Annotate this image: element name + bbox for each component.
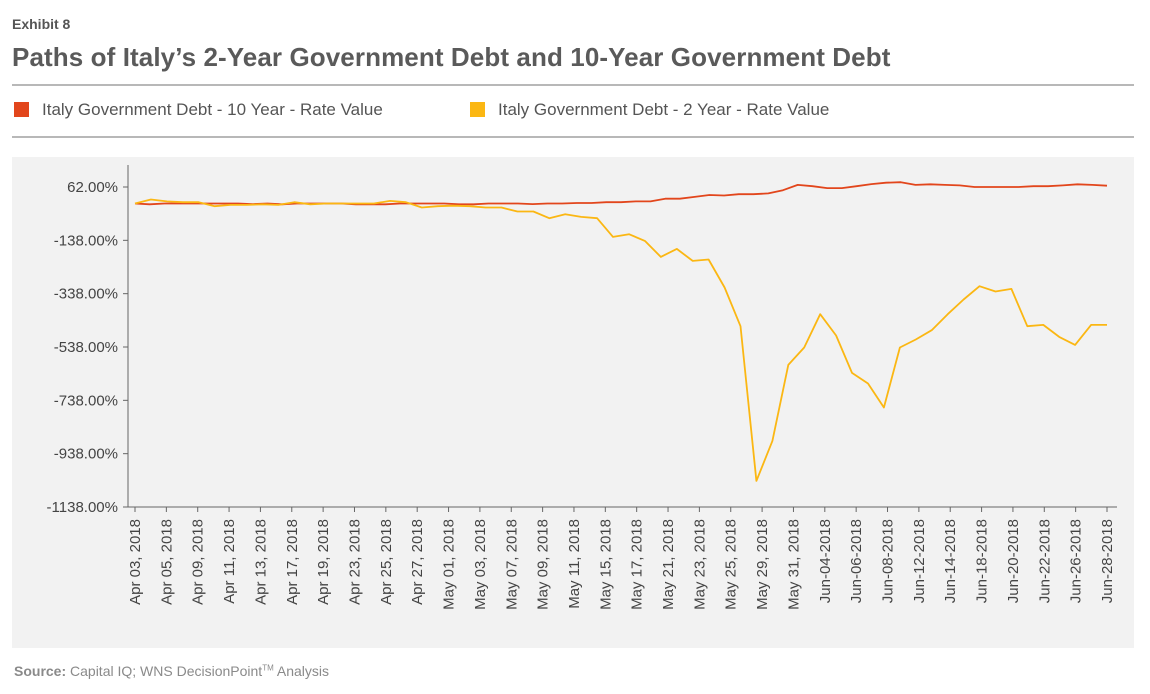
x-tick-label: Apr 23, 2018 xyxy=(346,519,363,605)
x-tick-label: Jun-28-2018 xyxy=(1099,519,1116,603)
x-tick-label: Jun-22-2018 xyxy=(1036,519,1053,603)
chart-title: Paths of Italy’s 2-Year Government Debt … xyxy=(12,42,891,72)
chart-area xyxy=(12,157,1134,648)
x-tick-label: Apr 27, 2018 xyxy=(409,519,426,605)
x-tick-label: Apr 05, 2018 xyxy=(158,519,175,605)
x-tick-label: Apr 09, 2018 xyxy=(190,519,207,605)
y-tick-label: -938.00% xyxy=(54,446,118,463)
source-tail: Analysis xyxy=(273,663,330,679)
legend-swatch-2-year xyxy=(470,102,485,117)
legend-label-2-year: Italy Government Debt - 2 Year - Rate Va… xyxy=(498,100,830,119)
legend-item-2-year: Italy Government Debt - 2 Year - Rate Va… xyxy=(470,100,829,120)
x-tick-label: Apr 25, 2018 xyxy=(378,519,395,605)
source-note: Source: Capital IQ; WNS DecisionPointTM … xyxy=(14,663,329,679)
legend-divider xyxy=(12,136,1134,138)
x-tick-label: Jun-06-2018 xyxy=(848,519,865,603)
x-tick-label: May 21, 2018 xyxy=(660,519,677,610)
y-tick-label: -738.00% xyxy=(54,392,118,409)
trademark-mark: TM xyxy=(262,663,274,673)
x-tick-label: May 15, 2018 xyxy=(597,519,614,610)
x-tick-label: Jun-08-2018 xyxy=(880,519,897,603)
x-tick-label: May 29, 2018 xyxy=(754,519,771,610)
x-tick-label: Apr 13, 2018 xyxy=(252,519,269,605)
x-tick-label: May 11, 2018 xyxy=(566,519,583,609)
series-line-10-year xyxy=(134,181,1108,206)
x-tick-label: Jun-12-2018 xyxy=(911,519,928,603)
legend-swatch-10-year xyxy=(14,102,29,117)
x-tick-label: May 25, 2018 xyxy=(723,519,740,610)
exhibit-label: Exhibit 8 xyxy=(12,16,71,32)
x-tick-label: Jun-18-2018 xyxy=(974,519,991,603)
x-tick-label: May 23, 2018 xyxy=(691,519,708,610)
y-tick-label: -1138.00% xyxy=(47,499,118,516)
x-tick-label: Apr 19, 2018 xyxy=(315,519,332,605)
x-tick-label: May 01, 2018 xyxy=(441,519,458,610)
x-tick-label: May 07, 2018 xyxy=(503,519,520,610)
x-tick-label: Apr 17, 2018 xyxy=(284,519,301,605)
x-tick-label: May 09, 2018 xyxy=(535,519,552,610)
x-tick-label: May 17, 2018 xyxy=(629,519,646,610)
legend-item-10-year: Italy Government Debt - 10 Year - Rate V… xyxy=(14,100,383,120)
line-chart: 62.00% -138.00% -338.00% -538.00% -738.00% -9… xyxy=(47,165,1117,610)
y-tick-label: -538.00% xyxy=(54,339,118,356)
series-line-2-year xyxy=(134,198,1107,482)
source-text: Capital IQ; WNS DecisionPoint xyxy=(66,663,263,679)
legend-label-10-year: Italy Government Debt - 10 Year - Rate V… xyxy=(42,100,383,119)
x-tick-label: Apr 03, 2018 xyxy=(127,519,144,605)
x-tick-label: Jun-20-2018 xyxy=(1005,519,1022,603)
title-divider xyxy=(12,84,1134,86)
y-tick-label: 62.00% xyxy=(67,179,118,196)
x-tick-label: Jun-14-2018 xyxy=(942,519,959,603)
x-tick-label: Jun-26-2018 xyxy=(1068,519,1085,603)
x-tick-label: Apr 11, 2018 xyxy=(221,519,238,604)
y-tick-label: -138.00% xyxy=(54,232,118,249)
x-tick-label: May 31, 2018 xyxy=(785,519,802,610)
y-tick-label: -338.00% xyxy=(54,286,118,303)
x-tick-label: May 03, 2018 xyxy=(472,519,489,610)
source-label: Source: xyxy=(14,663,67,679)
x-tick-label: Jun-04-2018 xyxy=(817,519,834,603)
